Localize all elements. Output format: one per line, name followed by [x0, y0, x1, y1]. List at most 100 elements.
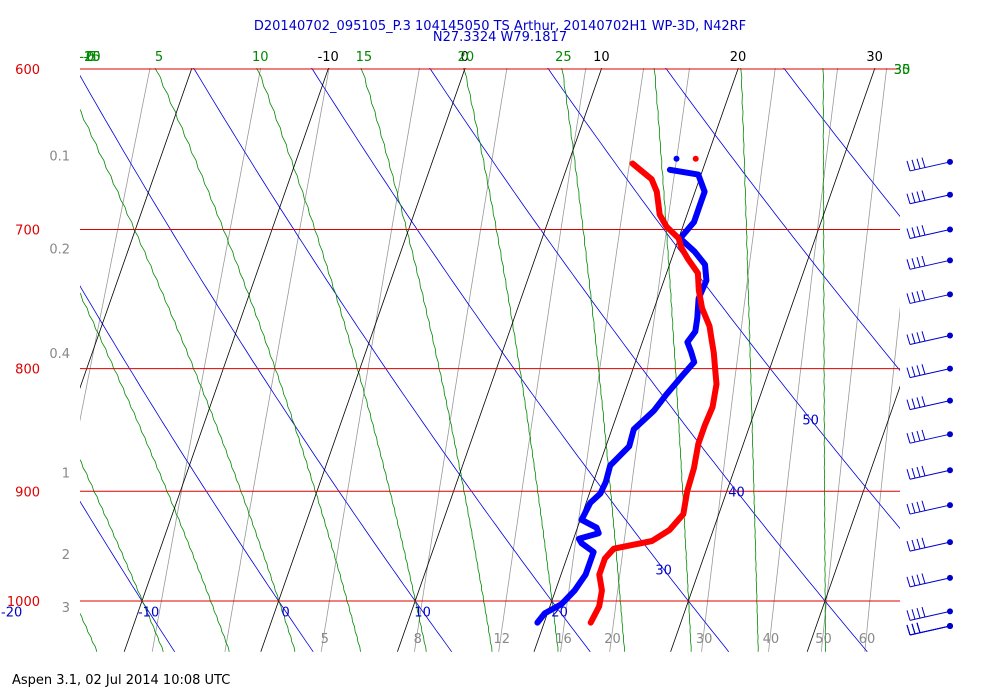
- wind-barb-feather: [916, 365, 921, 376]
- dry-adiabat-label: 50: [802, 413, 819, 428]
- wind-barb-staff: [909, 504, 951, 515]
- wind-barb-feather: [916, 466, 921, 478]
- wind-barb: [906, 573, 953, 588]
- wind-barb-staff: [909, 293, 951, 304]
- moist-adiabat-line: [0, 52, 30, 652]
- wind-barb-feather: [916, 226, 921, 237]
- wind-barb-feather: [921, 190, 926, 201]
- mixing-ratio-line: [151, 68, 262, 652]
- mixing-ratio-line: [80, 68, 151, 422]
- mixing-ratio-label: 0.1: [49, 150, 70, 165]
- isotherm-label: -10: [318, 50, 339, 65]
- dry-adiabat-label: -10: [138, 605, 159, 620]
- wind-barb-feather: [911, 539, 916, 551]
- wind-barb-staff: [909, 335, 951, 346]
- moist-adiabat-line: [80, 109, 296, 652]
- wind-barb-feather: [911, 431, 916, 443]
- moist-adiabat-line: [360, 68, 493, 652]
- isobar-label: 800: [15, 363, 40, 378]
- wind-barb-feather: [906, 576, 911, 587]
- wind-barb-feather: [911, 467, 916, 479]
- mixing-ratio-line: [224, 68, 330, 652]
- isotherm-label: 0: [461, 50, 469, 65]
- dry-adiabat-line: [193, 68, 591, 652]
- mixing-ratio-line: [320, 68, 420, 652]
- isotherm-line: [260, 68, 466, 652]
- wind-barb-feather: [916, 622, 921, 633]
- mixing-ratio-label: 50: [815, 632, 832, 647]
- wind-barb-feather: [906, 334, 911, 345]
- wind-barb-feather: [921, 537, 926, 548]
- wind-barb-staff: [909, 541, 951, 552]
- moist-adiabat-label-top: 10: [252, 50, 269, 65]
- wind-barb-feather: [916, 332, 921, 343]
- wind-barb-feather: [921, 500, 926, 511]
- wind-barb-staff: [909, 161, 951, 172]
- wind-barb-staff: [909, 194, 951, 205]
- wind-barb-feather: [916, 291, 921, 302]
- mixing-ratio-line: [768, 68, 839, 652]
- wind-barb-feather: [906, 433, 911, 444]
- dry-adiabat-label: 40: [728, 485, 745, 500]
- wind-barb: [906, 606, 953, 621]
- mixing-ratio-line: [919, 52, 979, 652]
- wind-barb-staff: [909, 577, 951, 588]
- wind-barb-feather: [906, 399, 911, 410]
- wind-barb-feather: [916, 574, 921, 585]
- wind-barb: [906, 465, 953, 480]
- wind-barb-staff: [909, 469, 951, 480]
- isotherm-line: [533, 68, 739, 652]
- moist-adiabat-line: [80, 292, 230, 652]
- wind-barb-feather: [911, 192, 916, 203]
- temperature-profile-line: [587, 160, 720, 626]
- isobar-lines: [80, 68, 900, 602]
- wind-barb-feather: [911, 159, 916, 170]
- wind-barb: [906, 190, 953, 205]
- dewpoint-profile-line: [534, 166, 710, 626]
- wind-barb-feather: [911, 292, 916, 303]
- dry-adiabat-line: [0, 52, 36, 652]
- mixing-ratio-label: 2: [62, 548, 70, 563]
- skewt-labels: 6007008009001000-1001020304050-20-15-505…: [1, 50, 910, 647]
- wind-barb-column: [906, 157, 953, 636]
- dry-adiabat-line: [547, 68, 900, 530]
- footer-software-stamp: Aspen 3.1, 02 Jul 2014 10:08 UTC: [12, 673, 231, 688]
- isobar-label: 600: [15, 63, 40, 78]
- moist-adiabat-label-top: -20: [79, 50, 100, 65]
- wind-barb-feather: [906, 540, 911, 552]
- wind-barb-staff: [909, 400, 951, 411]
- dewpoint-top-marker: [673, 155, 680, 162]
- isobar-label: 700: [15, 224, 40, 239]
- wind-barb-feather: [906, 469, 911, 480]
- mixing-ratio-line: [560, 68, 645, 652]
- moist-adiabat-label-top: -5: [84, 50, 97, 65]
- wind-barb-feather: [921, 429, 926, 441]
- dry-adiabat-label: 10: [414, 605, 431, 620]
- dry-adiabat-line: [665, 68, 900, 372]
- wind-barb-feather: [911, 575, 916, 586]
- wind-barb-feather: [921, 255, 926, 267]
- isotherm-line: [806, 385, 900, 652]
- moist-adiabat-label-top: 0: [86, 50, 94, 65]
- dry-adiabat-line: [783, 68, 900, 217]
- moist-adiabat-label-top: -15: [79, 50, 100, 65]
- isotherm-line: [397, 68, 603, 652]
- mixing-ratio-line: [0, 52, 19, 652]
- wind-barb-feather: [916, 397, 921, 408]
- wind-barb-feather: [906, 624, 911, 636]
- wind-barb-feather: [916, 538, 921, 550]
- wind-barb-staff: [909, 229, 951, 240]
- wind-barb-staff: [909, 433, 951, 444]
- wind-barb-feather: [911, 609, 916, 620]
- mixing-ratio-label: 5: [321, 632, 329, 647]
- mixing-ratio-label: 60: [859, 632, 876, 647]
- mixing-ratio-label: 0.2: [49, 243, 70, 258]
- moist-adiabat-line: [740, 68, 759, 652]
- wind-barb-feather: [906, 228, 911, 239]
- wind-barb-feather: [906, 259, 911, 270]
- wind-barb-feather: [921, 606, 926, 618]
- wind-barb-feather: [906, 610, 911, 621]
- wind-barb-feather: [911, 398, 916, 409]
- isotherm-line: [80, 68, 193, 390]
- isotherm-line: [123, 68, 329, 652]
